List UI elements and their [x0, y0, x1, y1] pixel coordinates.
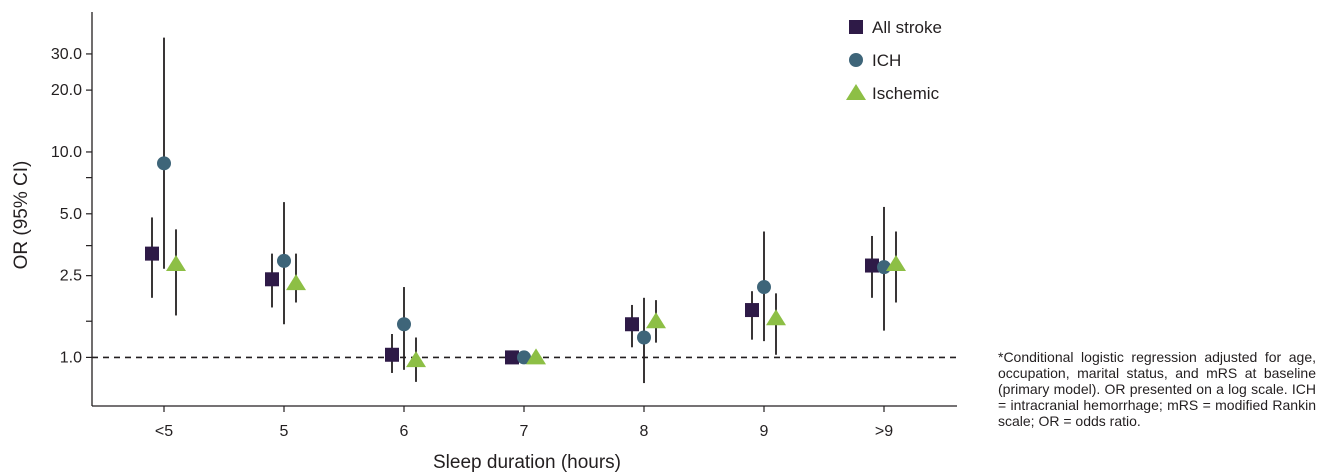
legend-label-all-stroke: All stroke: [872, 18, 942, 37]
legend-marker-ich: [849, 53, 863, 67]
point-ich: [757, 280, 771, 295]
odds-ratio-chart: 1.0 2.5 5.0 10.0 20.0 30.0 <5 5 6 7 8 9 >9 All strok…: [11, 12, 957, 473]
point-ich: [157, 156, 171, 171]
point-ischemic: [646, 312, 666, 329]
x-tick-label: 9: [760, 423, 769, 440]
legend: All stroke ICH Ischemic: [846, 18, 942, 103]
y-tick-label: 2.5: [60, 268, 82, 285]
x-tick-label: >9: [875, 423, 893, 440]
point-all-stroke: [265, 272, 279, 287]
footnote: *Conditional logistic regression adjuste…: [998, 349, 1316, 429]
legend-label-ischemic: Ischemic: [872, 84, 940, 103]
point-ich: [397, 317, 411, 332]
y-tick-label: 1.0: [60, 349, 82, 366]
axes: 1.0 2.5 5.0 10.0 20.0 30.0 <5 5 6 7 8 9 >9: [51, 12, 957, 440]
point-ich: [637, 330, 651, 345]
point-all-stroke: [865, 258, 879, 273]
point-ischemic: [526, 348, 546, 365]
legend-label-ich: ICH: [872, 51, 901, 70]
y-tick-label: 30.0: [51, 46, 82, 63]
point-all-stroke: [505, 350, 519, 365]
point-all-stroke: [745, 303, 759, 318]
y-tick-label: 10.0: [51, 144, 82, 161]
legend-marker-all-stroke: [849, 20, 863, 34]
y-tick-label: 20.0: [51, 82, 82, 99]
x-tick-label: 6: [400, 423, 409, 440]
point-ischemic: [406, 351, 426, 368]
y-axis-label: OR (95% CI): [11, 161, 32, 270]
point-ischemic: [886, 254, 906, 271]
x-axis-label: Sleep duration (hours): [433, 452, 621, 473]
point-ich: [517, 350, 531, 365]
point-all-stroke: [145, 246, 159, 261]
x-tick-label: 8: [640, 423, 649, 440]
legend-marker-ischemic: [846, 84, 866, 100]
point-all-stroke: [385, 347, 399, 362]
point-ischemic: [766, 309, 786, 326]
point-ischemic: [286, 274, 306, 291]
x-tick-label: 5: [280, 423, 289, 440]
y-tick-label: 5.0: [60, 206, 82, 223]
x-tick-label: <5: [155, 423, 173, 440]
point-ich: [277, 253, 291, 268]
point-ischemic: [166, 254, 186, 271]
chart-marks: [145, 37, 906, 384]
x-tick-label: 7: [520, 423, 529, 440]
point-all-stroke: [625, 317, 639, 332]
